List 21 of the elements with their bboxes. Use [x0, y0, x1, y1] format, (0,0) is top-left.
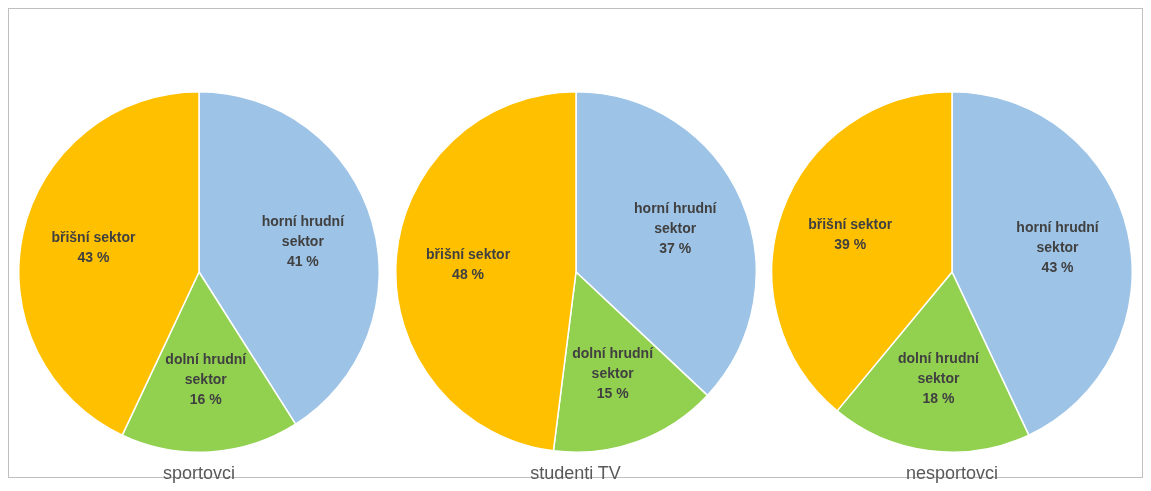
data-label: 43 %: [77, 249, 110, 266]
data-label: 43 %: [1041, 259, 1075, 276]
data-label: 18 %: [922, 390, 955, 407]
slice-label: horní hrudní sektor: [633, 199, 718, 236]
text: nesportovci: [905, 463, 999, 484]
data-label: 37 %: [658, 239, 692, 256]
text: sportovci: [162, 463, 236, 484]
slice-label: dolní hrudní sektor: [898, 350, 980, 387]
data-label: 15 %: [596, 384, 629, 401]
text: studenti TV: [530, 463, 621, 484]
slice-label: horní hrudní sektor: [1016, 219, 1100, 256]
data-label: 48 %: [451, 266, 485, 283]
slice-label: dolní hrudní sektor: [165, 350, 248, 387]
data-label: 41 %: [286, 252, 320, 269]
slice-label: břišní sektor: [808, 216, 893, 233]
data-label: 39 %: [834, 236, 867, 253]
slice-label: horní hrudní sektor: [261, 212, 346, 249]
slice-label: břišní sektor: [425, 246, 511, 263]
slice-label: břišní sektor: [51, 229, 137, 246]
slice-label: dolní hrudní sektor: [571, 344, 654, 381]
data-label: 16 %: [189, 390, 223, 407]
